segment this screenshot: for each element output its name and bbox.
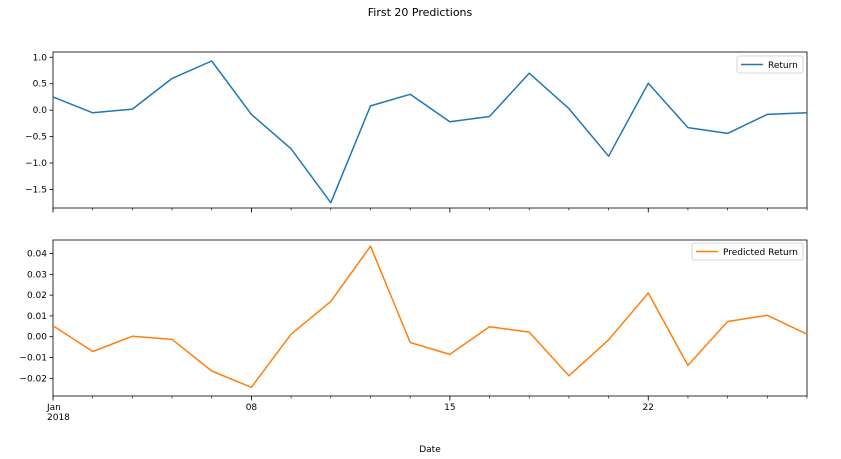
predicted-legend: Predicted Return <box>691 242 804 261</box>
return-legend: Return <box>736 55 804 74</box>
x-tick-label: Jan <box>46 403 61 413</box>
chart-title: First 20 Predictions <box>368 6 473 19</box>
x-tick-label: 15 <box>444 403 455 413</box>
y-tick-label: 0.0 <box>33 106 48 116</box>
predicted-return-panel: 0.04 0.03 0.02 0.01 0.00 −0.01 −0.02 Predicted… <box>19 239 808 401</box>
y-tick-label: −0.02 <box>19 374 47 384</box>
series-line <box>52 245 808 389</box>
y-tick-label: 0.03 <box>27 270 47 280</box>
x-tick-label: 08 <box>246 403 258 413</box>
predicted-y-axis: 0.04 0.03 0.02 0.01 0.00 −0.01 −0.02 <box>19 250 53 384</box>
series-line <box>52 60 808 204</box>
return-panel: 1.0 0.5 0.0 −0.5 −1.0 −1.5 Return <box>25 51 808 213</box>
y-tick-label: −1.5 <box>25 185 47 195</box>
predicted-legend-box <box>691 242 804 261</box>
return-legend-box <box>736 55 804 74</box>
y-tick-label: −0.5 <box>25 133 47 143</box>
y-tick-label: −0.01 <box>19 354 47 364</box>
y-tick-label: 0.5 <box>33 80 47 90</box>
return-y-axis: 1.0 0.5 0.0 −0.5 −1.0 −1.5 <box>25 53 53 195</box>
y-tick-label: 0.04 <box>27 250 47 260</box>
return-series <box>52 60 808 204</box>
y-tick-label: 0.01 <box>27 312 47 322</box>
predicted-panel-frame <box>52 239 808 397</box>
y-tick-label: −1.0 <box>25 159 47 169</box>
x-tick-label: 22 <box>643 403 654 413</box>
predicted-legend-label: Predicted Return <box>723 248 798 258</box>
predicted-series <box>52 245 808 389</box>
return-panel-frame <box>52 51 808 209</box>
x-tick-sublabel: 2018 <box>47 413 70 423</box>
y-tick-label: 0.02 <box>27 291 47 301</box>
predicted-x-ticks <box>52 396 808 401</box>
y-tick-label: 0.00 <box>27 333 47 343</box>
return-legend-label: Return <box>768 61 798 71</box>
x-axis-title: Date <box>419 445 441 455</box>
y-tick-label: 1.0 <box>33 53 48 63</box>
return-x-ticks <box>52 208 808 213</box>
